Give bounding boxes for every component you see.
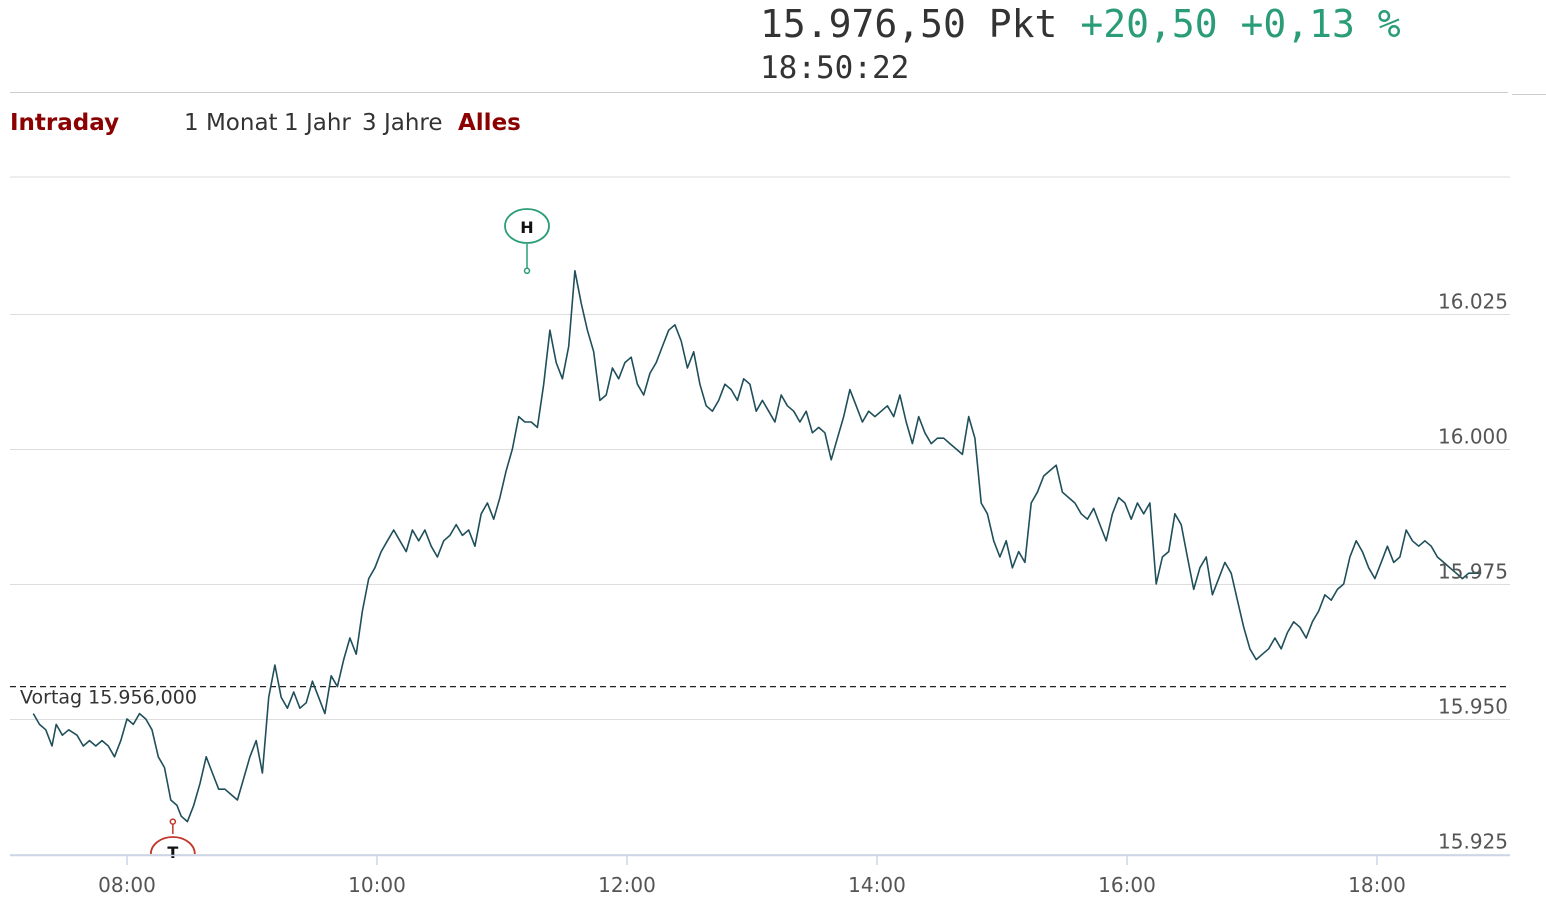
y-tick-label: 15.950 xyxy=(1438,695,1508,719)
chart-grid xyxy=(10,176,1510,855)
x-tick-label: 08:00 xyxy=(98,873,156,897)
marker-group: HT xyxy=(149,208,550,862)
range-button-3-jahre[interactable]: 3 Jahre xyxy=(362,110,443,136)
low-marker-point xyxy=(169,818,177,825)
high-marker-bubble xyxy=(504,208,550,244)
range-button-1-jahr[interactable]: 1 Jahr xyxy=(284,110,351,136)
change-percent: +0,13 % xyxy=(1240,2,1401,46)
reference-line-group: Vortag 15.956,000 xyxy=(10,685,1510,709)
y-tick-label: 16.000 xyxy=(1438,425,1508,449)
x-tick-label: 10:00 xyxy=(348,873,406,897)
y-axis: 16.025 16.000 15.975 15.950 15.925 xyxy=(1438,290,1508,854)
y-tick-label: 16.025 xyxy=(1438,290,1508,314)
range-button-intraday[interactable]: Intraday xyxy=(10,110,120,136)
range-button-alles[interactable]: Alles xyxy=(458,110,521,136)
x-tick-label: 16:00 xyxy=(1098,873,1156,897)
y-tick-label: 15.975 xyxy=(1438,560,1508,584)
change-absolute: +20,50 xyxy=(1080,2,1218,46)
y-tick-label: 15.925 xyxy=(1438,830,1508,854)
price-line xyxy=(32,269,1482,823)
low-marker-bubble xyxy=(149,836,196,855)
high-marker-label: H xyxy=(520,218,533,237)
x-tick-label: 12:00 xyxy=(598,873,656,897)
last-price: 15.976,50 Pkt xyxy=(760,2,1058,46)
header-divider-right xyxy=(1512,94,1546,95)
range-button-1-monat[interactable]: 1 Monat xyxy=(184,110,278,136)
x-tick-label: 18:00 xyxy=(1348,873,1406,897)
header-divider xyxy=(10,92,1508,93)
quote-line: 15.976,50 Pkt +20,50 +0,13 % xyxy=(760,2,1401,46)
quote-time: 18:50:22 xyxy=(760,50,910,86)
reference-line-label: Vortag 15.956,000 xyxy=(20,687,197,709)
high-marker-point xyxy=(523,267,531,275)
series-group xyxy=(32,269,1482,823)
x-axis: 08:00 10:00 12:00 14:00 16:00 18:00 xyxy=(10,854,1510,897)
x-tick-label: 14:00 xyxy=(848,873,906,897)
quote-header: 15.976,50 Pkt +20,50 +0,13 % 18:50:22 xyxy=(760,2,1401,86)
low-marker-label: T xyxy=(167,843,178,862)
